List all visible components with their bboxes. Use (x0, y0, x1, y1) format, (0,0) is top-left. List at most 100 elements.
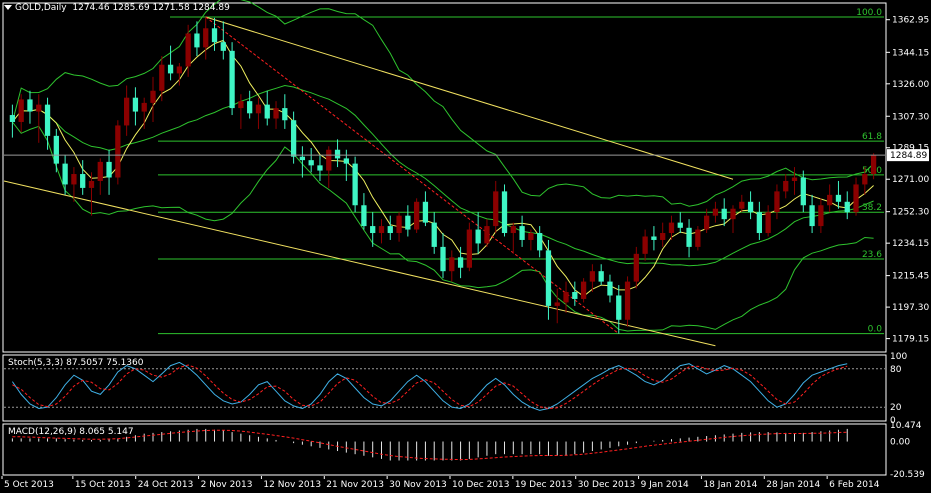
macd-label: MACD(12,26,9) 8.065 5.147 (8, 427, 134, 437)
candle-body (220, 42, 226, 51)
stoch-tick-label: 0 (890, 416, 896, 426)
candle-body (783, 180, 789, 192)
candle-body (844, 201, 850, 213)
candle-body (554, 302, 560, 306)
upper-band (11, 0, 874, 207)
candle-body (563, 292, 569, 303)
candle-body (396, 215, 402, 234)
candle-body (756, 212, 762, 234)
candle-body (870, 154, 877, 175)
candle-body (211, 28, 218, 43)
macd-histogram (11, 428, 848, 461)
date-tick-label: 6 Feb 2014 (829, 480, 880, 490)
stochastic-lines (4, 361, 885, 411)
stoch-d-line (12, 364, 848, 410)
candle-body (835, 194, 842, 202)
fib-anchor-line (205, 16, 620, 335)
price-tick-label: 1234.15 (892, 239, 929, 249)
candle-body (264, 104, 270, 119)
channel-upper (205, 16, 734, 180)
candle-body (668, 222, 675, 234)
candle-body (62, 163, 68, 185)
candle-body (238, 101, 244, 109)
candle-body (106, 161, 112, 178)
candle-body (440, 246, 446, 272)
candle-body (361, 205, 367, 227)
candle-body (545, 250, 552, 306)
candle-body (827, 194, 833, 206)
candle-body (686, 227, 692, 247)
candle-body (853, 184, 859, 213)
fib-label: 0.0 (868, 325, 883, 335)
main-panel-frame (2, 2, 887, 353)
candle-body (660, 233, 666, 240)
candle-body (528, 233, 534, 240)
fib-label: 38.2 (862, 203, 882, 213)
candle-body (88, 180, 95, 188)
date-axis: 5 Oct 2013 15 Oct 2013 24 Oct 2013 2 Nov 20… (1, 476, 880, 490)
current-price-box (887, 149, 929, 162)
lower-band (12, 121, 874, 332)
candle-body (203, 28, 209, 48)
macd-axis: 10.474 0.00 -20.539 (890, 421, 925, 480)
candle-body (466, 229, 472, 268)
candle-body (677, 222, 683, 228)
candle-body (405, 215, 411, 230)
date-tick-label: 24 Oct 2013 (138, 480, 194, 490)
candle-body (387, 226, 393, 234)
macd-tick-label: -20.539 (890, 470, 925, 480)
fib-label: 100.0 (856, 8, 882, 18)
candle-body (712, 208, 719, 216)
candle-body (141, 102, 147, 112)
candle-body (501, 191, 508, 234)
date-tick-label: 2 Nov 2013 (201, 480, 253, 490)
candle-body (97, 161, 103, 181)
fibonacci-levels: 100.061.850.038.223.60.0 (158, 8, 884, 335)
candle-body (150, 90, 156, 103)
date-tick-label: 18 Jan 2014 (703, 480, 757, 490)
symbol-label: GOLD,Daily (15, 3, 67, 13)
candle-body (115, 125, 121, 178)
candle-body (159, 64, 165, 91)
candle-body (317, 165, 323, 171)
trend-channel (3, 16, 734, 347)
candle-body (493, 191, 499, 227)
date-tick-label: 5 Oct 2013 (4, 480, 54, 490)
fib-label: 23.6 (862, 250, 882, 260)
candle-body (704, 215, 710, 230)
date-tick-label: 21 Nov 2013 (326, 480, 384, 490)
candle-body (27, 99, 33, 112)
candle-body (774, 191, 780, 213)
candle-body (343, 158, 349, 164)
candle-body (633, 253, 639, 282)
price-tick-label: 1179.15 (892, 335, 929, 345)
candle-body (800, 177, 806, 206)
candle-body (809, 205, 815, 227)
candle-body (80, 174, 86, 188)
candle-body (282, 108, 288, 121)
candle-body (255, 104, 262, 114)
date-tick-label: 10 Dec 2013 (452, 480, 510, 490)
candle-body (721, 208, 727, 220)
candle-body (247, 101, 253, 114)
candles (9, 17, 877, 334)
candle-body (299, 156, 306, 161)
stoch-k-line (11, 361, 848, 411)
candle-body (519, 226, 525, 240)
macd-panel-frame (2, 423, 887, 476)
candle-body (273, 108, 279, 119)
fib-label: 61.8 (862, 132, 882, 142)
macd-signal-line (12, 429, 848, 461)
price-axis: 1362.95 1344.15 1326.00 1307.30 1289.15 1271.… (4, 16, 929, 345)
candle-body (71, 174, 77, 185)
candle-body (185, 33, 191, 67)
middle-band (12, 84, 874, 267)
date-tick-label: 15 Oct 2013 (75, 480, 131, 490)
date-tick-label: 19 Dec 2013 (515, 480, 573, 490)
candle-body (510, 226, 516, 234)
date-tick-label: 30 Nov 2013 (389, 480, 447, 490)
candle-body (334, 149, 341, 159)
dropdown-triangle-icon[interactable] (4, 5, 12, 10)
price-tick-label: 1215.45 (892, 272, 929, 282)
